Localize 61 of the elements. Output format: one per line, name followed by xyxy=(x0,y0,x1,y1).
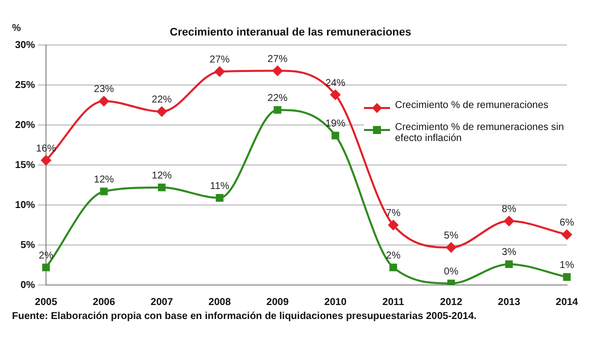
data-label: 22% xyxy=(268,92,288,104)
point xyxy=(42,264,50,272)
y-tick-label: 30% xyxy=(15,40,36,51)
data-label: 22% xyxy=(152,94,172,106)
legend-label: Crecimiento % de remuneraciones sin efecto inflación xyxy=(395,122,565,144)
x-tick-label: 2011 xyxy=(382,296,405,308)
y-tick-label: 10% xyxy=(15,200,36,211)
point xyxy=(272,66,283,76)
data-label: 23% xyxy=(94,84,114,96)
point xyxy=(563,273,571,281)
x-tick-label: 2010 xyxy=(324,296,347,308)
x-tick-label: 2014 xyxy=(556,296,578,308)
point xyxy=(330,90,340,100)
x-tick-label: 2006 xyxy=(92,296,116,308)
data-label: 19% xyxy=(325,118,346,130)
data-label: 0% xyxy=(444,266,458,278)
data-label: 8% xyxy=(502,204,516,216)
data-label: 2% xyxy=(38,250,54,262)
data-label: 11% xyxy=(210,180,230,192)
x-tick-label: 2008 xyxy=(208,296,232,308)
data-label: 12% xyxy=(152,170,172,182)
y-tick-label: 20% xyxy=(15,120,36,131)
chart-title: Crecimiento interanual de las remuneraciones xyxy=(170,26,412,39)
point xyxy=(388,220,398,230)
point xyxy=(332,132,340,140)
point xyxy=(216,194,224,202)
data-label: 12% xyxy=(94,174,114,186)
point xyxy=(274,106,282,114)
source-note: Fuente: Elaboración propia con base en información de liquidaciones presupuestarias 2005-2014. xyxy=(12,311,478,322)
point xyxy=(214,66,225,77)
x-tick-label: 2009 xyxy=(266,296,290,308)
data-label: 7% xyxy=(386,208,401,220)
point xyxy=(98,96,109,106)
x-tick-label: 2005 xyxy=(34,296,58,308)
data-label: 27% xyxy=(210,54,230,66)
point xyxy=(446,242,456,252)
point xyxy=(504,216,514,226)
x-tick-label: 2007 xyxy=(150,296,174,308)
point xyxy=(158,184,166,192)
legend-label: Crecimiento % de remuneraciones xyxy=(395,100,548,113)
y-tick-label: 5% xyxy=(20,240,36,251)
x-tick-label: 2012 xyxy=(440,296,463,308)
y-tick-label: 15% xyxy=(15,160,36,171)
data-label: 1% xyxy=(560,260,574,272)
point xyxy=(41,155,52,166)
point xyxy=(100,188,108,196)
data-label: 24% xyxy=(325,78,346,89)
data-label: 16% xyxy=(36,143,56,154)
data-label: 3% xyxy=(502,247,516,258)
point xyxy=(562,230,572,240)
data-label: 27% xyxy=(268,54,288,65)
data-label: 5% xyxy=(444,230,458,242)
point xyxy=(389,264,398,272)
data-label: 6% xyxy=(560,218,574,229)
point xyxy=(505,260,513,268)
y-tick-label: 25% xyxy=(15,80,36,91)
y-tick-label: 0% xyxy=(20,280,36,291)
y-axis-title: % xyxy=(12,23,21,34)
data-label: 2% xyxy=(386,250,401,262)
x-tick-label: 2013 xyxy=(498,296,521,308)
point xyxy=(156,106,167,117)
